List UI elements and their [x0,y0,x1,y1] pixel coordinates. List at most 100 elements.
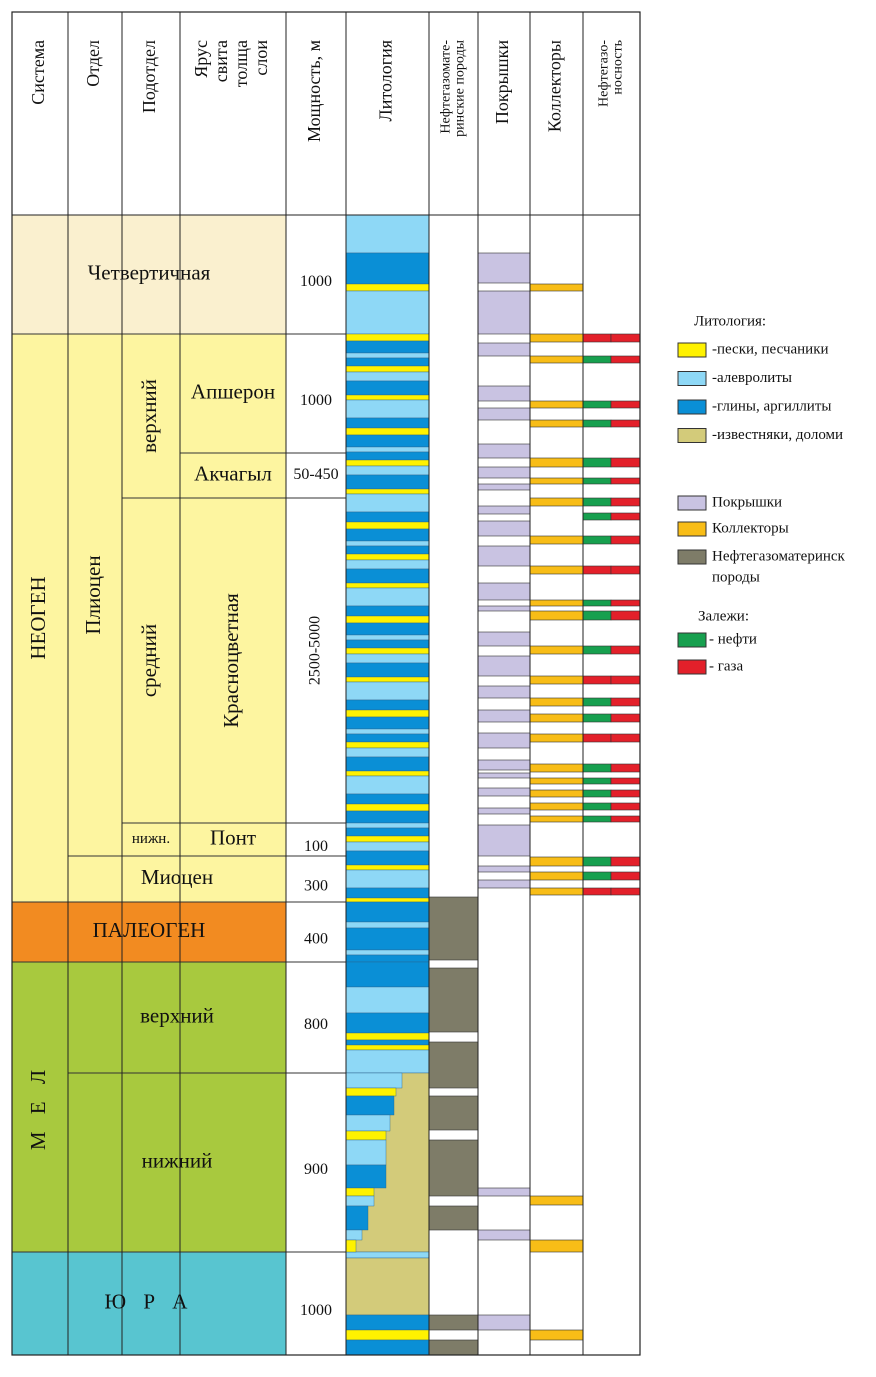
thickness-label: 300 [304,878,328,895]
header-label: свита [211,40,231,82]
unit-label: верхний [137,379,161,453]
header-label: Покрышки [492,40,512,124]
unit-label: Плиоцен [81,555,105,634]
thickness-cell [285,1072,347,1253]
deposit-right [610,697,641,707]
unit-cell [121,333,181,499]
lithology-layer [345,252,430,285]
lithology-layer [345,446,430,453]
header-label: Ярус [191,40,211,78]
lithology-layer [345,340,430,354]
lithology-layer [345,961,430,988]
legend-label: породы [712,569,760,585]
cover-layer [477,865,531,873]
thickness-label: 900 [304,1161,328,1178]
deposit-right [610,871,641,881]
lithology-layer [345,1205,369,1231]
deposit-right [610,645,641,655]
cover-layer [477,505,531,515]
lithology-layer [345,835,430,843]
legend-label: Покрышки [712,494,782,510]
header-label: Отдел [83,40,103,87]
lithology-layer [345,949,430,956]
deposit-left [582,477,612,485]
deposit-left [582,733,612,743]
legend-label: -известняки, доломи [712,427,843,443]
header-label: носность [611,40,626,95]
lithology-layer [345,1229,363,1241]
source-rock [428,1314,479,1331]
legend-swatch [677,428,707,443]
lithology-layer [345,864,430,871]
lithology-layer [345,1049,430,1074]
lithology-layer [345,622,430,636]
lithology-layer [345,488,430,495]
header-label: Мощность, м [304,40,324,142]
cover-layer [477,732,531,749]
lithology-layer [345,1114,391,1132]
deposit-right [610,675,641,685]
deposit-left [582,512,612,521]
lithology-layer [345,699,430,711]
legend-label: - газа [709,658,743,674]
deposit-left [582,887,612,896]
unit-cell [11,961,69,1253]
lithology-layer [345,1139,387,1166]
deposit-right [610,789,641,798]
thickness-cell [285,855,347,903]
deposit-left [582,713,612,723]
lithology-layer [345,357,430,367]
collector-layer [529,871,584,881]
lithology-layer [345,1314,430,1331]
lithology-layer [345,615,430,624]
lithology-layer [345,1072,403,1089]
unit-label: верхний [140,1003,214,1027]
lithology-layer [345,986,430,1014]
deposit-right [610,777,641,785]
thickness-label: 1000 [300,273,332,290]
lithology-layer [345,728,430,735]
unit-label: Понт [210,825,256,849]
lithology-layer [345,333,430,342]
cover-layer [477,252,531,284]
lithology-layer [345,1251,430,1259]
lithology-layer [345,887,430,899]
deposit-right [610,565,641,575]
lithology-layer [345,290,430,335]
lithology-layer [345,793,430,805]
thickness-label: 1000 [300,1302,332,1319]
lithology-layer [345,1032,430,1041]
collector-layer [529,815,584,823]
cover-layer [477,824,531,857]
source-rock [428,1095,479,1131]
lithology-layer [345,427,430,436]
collector-layer [529,1239,584,1253]
cover-layer [477,483,531,491]
deposit-left [582,565,612,575]
collector-layer [529,789,584,798]
deposit-left [582,815,612,823]
legend-swatch [677,521,707,537]
lithology-layer [345,927,430,951]
thickness-label: 1000 [300,392,332,409]
lithology-layer [345,827,430,837]
cover-layer [477,879,531,889]
lithology-layer [345,465,430,476]
unit-cell [11,901,287,963]
cover-layer [477,443,531,459]
deposit-left [582,789,612,798]
lithology-layer [345,775,430,795]
lithology-layer [345,733,430,743]
cover-layer [477,709,531,723]
lithology-layer [345,493,430,513]
unit-cell [67,961,287,1074]
lithology-layer [345,1257,430,1316]
unit-label: Апшерон [191,379,275,403]
lithology-layer [345,451,430,461]
lithology-layer [345,474,430,490]
lithology-layer [345,605,430,617]
legend-label: -пески, песчаники [712,341,829,357]
collector-layer [529,400,584,409]
